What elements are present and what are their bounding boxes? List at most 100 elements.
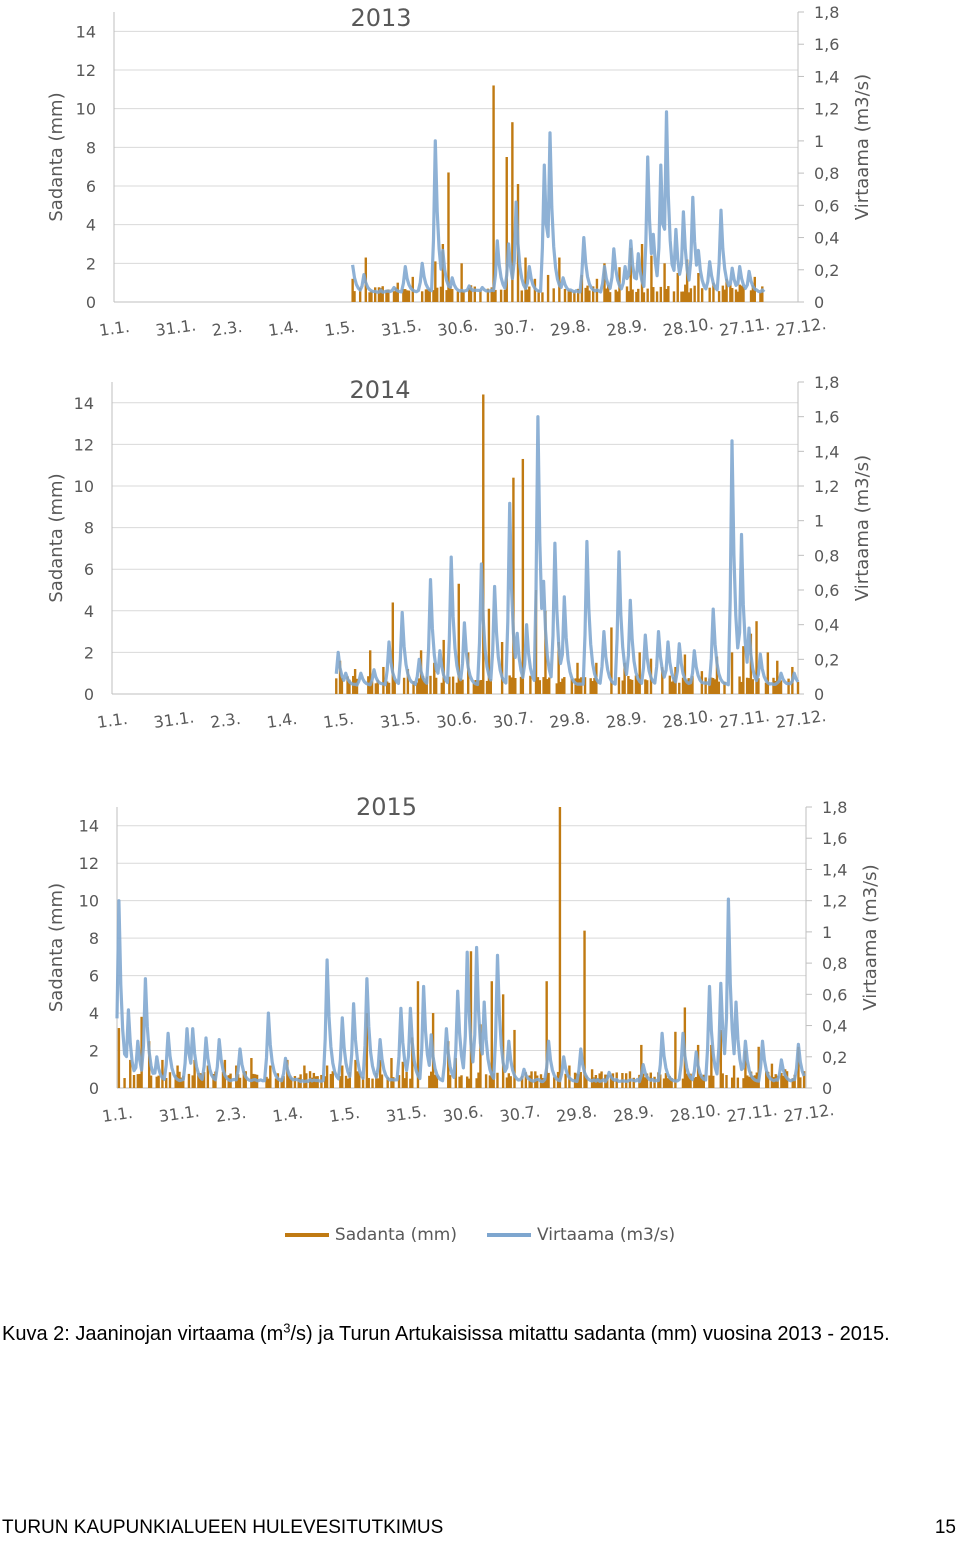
sadanta-bar (242, 1071, 246, 1088)
sadanta-bar (132, 1074, 136, 1088)
sadanta-bar (751, 679, 754, 694)
y-tick-label: 8 (89, 929, 99, 948)
sadanta-bar (747, 678, 751, 694)
sadanta-bar (776, 1075, 779, 1088)
y2-tick-label: 1,6 (814, 35, 839, 54)
sadanta-bar (608, 292, 612, 302)
sadanta-bar (700, 288, 704, 302)
caption-text-1: Kuva 2: Jaaninojan virtaama (m (2, 1323, 284, 1345)
chart-title: 2013 (350, 4, 411, 32)
sadanta-bar (745, 677, 749, 694)
y2-tick-label: 1,8 (814, 373, 839, 392)
sadanta-bar (387, 682, 391, 694)
legend-label-virtaama: Virtaama (m3/s) (537, 1225, 676, 1245)
sadanta-bar (730, 1077, 734, 1088)
sadanta-bar (719, 1029, 723, 1088)
y-tick-label: 8 (84, 519, 94, 538)
y-axis-title: Sadanta (mm) (46, 883, 67, 1012)
sadanta-bar (731, 288, 734, 302)
sadanta-bar (736, 1077, 740, 1088)
sadanta-bar (717, 291, 721, 302)
sadanta-bar (593, 677, 596, 694)
sadanta-bar (382, 666, 385, 694)
sadanta-bar (174, 1075, 177, 1088)
x-tick-label: 30.7. (493, 315, 536, 339)
sadanta-bar (374, 683, 378, 694)
sadanta-bar (687, 1074, 690, 1088)
sadanta-bar (467, 1078, 471, 1088)
sadanta-bar (740, 681, 743, 694)
x-tick-label: 1.4. (266, 709, 299, 732)
sadanta-bar (574, 678, 577, 694)
sadanta-bar (376, 679, 379, 694)
sadanta-bar (697, 273, 700, 302)
sadanta-bar (377, 1078, 380, 1088)
y-tick-label: 12 (74, 435, 94, 454)
sadanta-bar (558, 807, 562, 1088)
sadanta-bar (740, 285, 743, 302)
sadanta-bar (770, 1063, 774, 1088)
sadanta-bar (155, 1076, 158, 1088)
y-axis-title: Sadanta (mm) (46, 92, 67, 221)
sadanta-bar (487, 608, 491, 694)
y-tick-label: 4 (86, 216, 96, 235)
y-tick-label: 0 (89, 1079, 99, 1098)
y2-tick-label: 0,8 (814, 164, 839, 183)
virtaama-line (334, 415, 800, 687)
sadanta-bar (725, 1075, 728, 1088)
x-tick-label: 31.1. (154, 315, 197, 339)
sadanta-bar (685, 1073, 688, 1088)
sadanta-bar (358, 1073, 361, 1088)
sadanta-bar (557, 642, 560, 694)
sadanta-bar (472, 683, 476, 694)
sadanta-bar (689, 1073, 692, 1088)
sadanta-bar (405, 1071, 408, 1088)
sadanta-bar (578, 678, 581, 694)
y-tick-label: 8 (86, 138, 96, 157)
sadanta-bar (685, 680, 689, 694)
sadanta-bar (586, 285, 589, 302)
sadanta-bar (341, 1065, 344, 1088)
sadanta-bar (644, 679, 647, 694)
sadanta-bar (710, 677, 713, 694)
sadanta-bar (528, 286, 531, 302)
sadanta-bar (474, 680, 477, 694)
page-number: 15 (934, 1517, 956, 1538)
y2-tick-label: 0,6 (814, 581, 839, 600)
sadanta-bar (721, 1073, 724, 1088)
sadanta-bar (605, 288, 608, 302)
y-tick-label: 12 (79, 854, 99, 873)
sadanta-bar (708, 287, 711, 302)
sadanta-bar (420, 291, 424, 302)
x-tick-label: 31.1. (152, 707, 195, 731)
sadanta-bar (340, 677, 344, 694)
sadanta-bar (627, 291, 631, 302)
sadanta-bar (428, 289, 431, 302)
x-tick-label: 28.10. (661, 706, 714, 732)
y2-tick-label: 1,2 (814, 100, 839, 119)
x-tick-label: 1.1. (101, 1103, 134, 1126)
sadanta-bar (670, 1078, 673, 1088)
sadanta-bar (738, 284, 741, 302)
sadanta-bar (749, 1071, 753, 1088)
sadanta-bar (590, 1069, 594, 1088)
sadanta-bar (583, 677, 587, 694)
sadanta-bar (475, 1078, 478, 1088)
sadanta-bar (377, 287, 381, 302)
sadanta-bar (797, 1046, 800, 1088)
sadanta-bar (680, 291, 683, 302)
y2-tick-label: 0,8 (814, 546, 839, 565)
sadanta-bar (742, 1078, 745, 1088)
sadanta-bar (368, 650, 372, 694)
sadanta-bar (489, 679, 493, 694)
sadanta-bar (451, 289, 454, 302)
x-tick-label: 27.11. (718, 706, 771, 732)
sadanta-bar (629, 247, 632, 302)
sadanta-bar (462, 291, 465, 302)
sadanta-bar (469, 285, 473, 302)
sadanta-bar (520, 1075, 524, 1088)
sadanta-bar (524, 1072, 528, 1088)
legend-label-sadanta: Sadanta (mm) (334, 1225, 457, 1245)
sadanta-bar (634, 675, 638, 694)
sadanta-bar (212, 1074, 215, 1088)
